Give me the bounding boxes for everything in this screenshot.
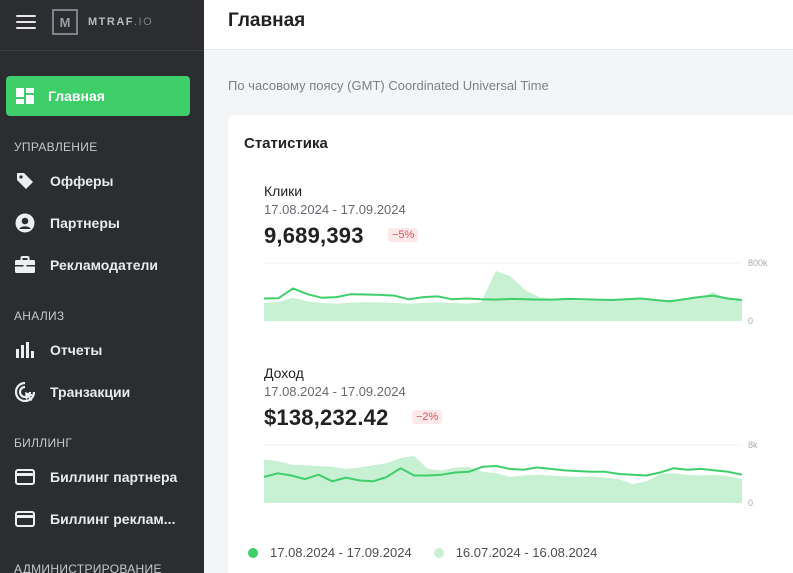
logo-text: MTRAF.IO: [88, 16, 153, 28]
revenue-date-range: 17.08.2024 - 17.09.2024: [264, 384, 406, 399]
clicks-label: Клики: [264, 183, 303, 199]
section-analysis: АНАЛИЗ: [14, 309, 65, 323]
sidebar-item-label: Офферы: [50, 173, 114, 189]
top-bar: Главная: [204, 0, 793, 50]
series-current-line: [264, 287, 743, 303]
legend-item-current[interactable]: 17.08.2024 - 17.09.2024: [248, 545, 412, 560]
series-current-line: [264, 465, 743, 483]
series-previous-area: [264, 455, 742, 503]
legend-label-current: 17.08.2024 - 17.09.2024: [270, 545, 412, 560]
sidebar-item-home[interactable]: Главная: [6, 76, 190, 116]
sidebar-item-label: Главная: [48, 88, 105, 104]
legend-dot-current: [248, 547, 258, 558]
sidebar-item-label: Отчеты: [50, 342, 103, 358]
sidebar-item-advertiser-billing[interactable]: Биллинг реклам...: [14, 502, 198, 536]
chart-legend: 17.08.2024 - 17.09.2024 16.07.2024 - 16.…: [248, 545, 619, 560]
brand-bar: M MTRAF.IO: [0, 0, 204, 44]
logo-suffix: .IO: [134, 16, 154, 28]
legend-dot-previous: [433, 547, 444, 558]
sidebar-item-label: Рекламодатели: [50, 257, 158, 273]
sidebar-item-reports[interactable]: Отчеты: [14, 333, 198, 367]
sidebar-item-advertisers[interactable]: Рекламодатели: [14, 248, 198, 282]
clicks-value: 9,689,393: [264, 223, 364, 248]
statistics-title: Статистика: [244, 135, 328, 152]
clicks-date-range: 17.08.2024 - 17.09.2024: [264, 202, 406, 217]
sidebar-item-label: Биллинг реклам...: [50, 511, 176, 527]
statistics-card: Статистика Клики 17.08.2024 - 17.09.2024…: [228, 115, 793, 573]
timezone-note: По часовому поясу (GMT) Coordinated Univ…: [228, 78, 549, 93]
credit-card-icon: [14, 511, 36, 527]
page-title: Главная: [228, 10, 306, 31]
clicks-sparkline: 800k 0: [264, 258, 768, 325]
legend-label-previous: 16.07.2024 - 16.08.2024: [455, 545, 598, 560]
clicks-change-badge: −5%: [388, 228, 419, 242]
series-previous-area: [264, 271, 742, 321]
y-axis-max-label: 800k: [748, 258, 768, 268]
logo-name: MTRAF: [88, 16, 134, 28]
revenue-sparkline: 8k 0: [264, 440, 758, 507]
sidebar-divider: [0, 50, 204, 51]
y-axis-max-label: 8k: [748, 440, 758, 450]
sidebar-item-partners[interactable]: Партнеры: [14, 206, 198, 240]
dashboard-icon: [16, 88, 34, 104]
sidebar-item-transactions[interactable]: Транзакции: [14, 375, 198, 409]
y-axis-min-label: 0: [748, 316, 753, 325]
revenue-change-badge: −2%: [412, 410, 443, 424]
legend-item-previous[interactable]: 16.07.2024 - 16.08.2024: [433, 545, 598, 560]
section-management: УПРАВЛЕНИЕ: [14, 140, 98, 154]
revenue-value: $138,232.42: [264, 405, 389, 430]
logo[interactable]: M MTRAF.IO: [52, 9, 153, 35]
revenue-label: Доход: [264, 365, 304, 381]
tag-icon: [14, 172, 36, 190]
logo-mark: M: [52, 9, 78, 35]
sidebar-item-label: Партнеры: [50, 215, 120, 231]
sidebar-item-offers[interactable]: Офферы: [14, 164, 198, 198]
menu-toggle-icon[interactable]: [16, 15, 36, 29]
target-cursor-icon: [14, 382, 36, 402]
credit-card-icon: [14, 469, 36, 485]
bar-chart-icon: [14, 342, 36, 358]
briefcase-icon: [14, 256, 36, 274]
sidebar-item-label: Биллинг партнера: [50, 469, 178, 485]
section-billing: БИЛЛИНГ: [14, 436, 73, 450]
user-circle-icon: [14, 213, 36, 233]
section-administration: АДМИНИСТРИРОВАНИЕ: [14, 562, 162, 573]
sidebar-item-partner-billing[interactable]: Биллинг партнера: [14, 460, 198, 494]
sidebar-item-label: Транзакции: [50, 384, 131, 400]
y-axis-min-label: 0: [748, 498, 753, 507]
sidebar: M MTRAF.IO Главная УПРАВЛЕНИЕ Офферы Пар…: [0, 0, 204, 573]
